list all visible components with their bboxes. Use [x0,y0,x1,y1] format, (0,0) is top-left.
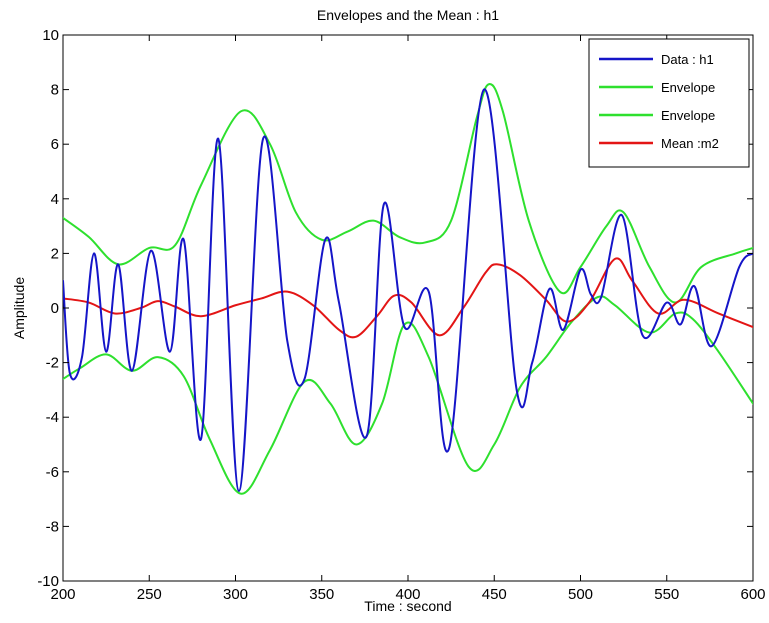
x-tick-label: 250 [137,586,162,603]
legend-entry: Mean :m2 [661,136,719,151]
y-tick-label: -2 [46,355,59,372]
x-tick-label: 350 [309,586,334,603]
y-tick-label: 2 [51,245,59,262]
x-tick-label: 500 [568,586,593,603]
legend-box [588,38,750,168]
y-tick-label: 8 [51,82,59,99]
y-tick-label: 6 [51,136,59,153]
x-axis-label: Time : second [364,598,451,614]
x-tick-label: 450 [482,586,507,603]
y-tick-label: -10 [37,573,59,590]
series-line-0 [63,88,753,492]
y-tick-label: -8 [46,518,59,535]
series-line-1 [63,83,753,304]
legend-entry: Envelope [661,80,715,95]
legend-entry: Envelope [661,108,715,123]
y-tick-label: -6 [46,464,59,481]
x-tick-label: 400 [395,586,420,603]
y-tick-label: 0 [51,300,59,317]
x-tick-label: 300 [223,586,248,603]
x-tick-label: 550 [654,586,679,603]
y-axis: 10 8 6 4 2 0 -2 -4 -6 -8 -10 [37,27,753,590]
x-tick-label: 600 [740,586,765,603]
legend-entry: Data : h1 [661,52,714,67]
x-axis: 200 250 300 350 400 450 500 550 600 [50,35,766,603]
y-axis-label: Amplitude [11,277,27,339]
legend: Data : h1 Envelope Envelope Mean :m2 [588,38,750,168]
series-layer [63,83,753,495]
chart-title: Envelopes and the Mean : h1 [317,7,499,23]
series-line-3 [63,257,753,339]
y-tick-label: 10 [42,27,59,44]
y-tick-label: -4 [46,409,59,426]
y-tick-label: 4 [51,191,59,208]
x-tick-label: 200 [50,586,75,603]
